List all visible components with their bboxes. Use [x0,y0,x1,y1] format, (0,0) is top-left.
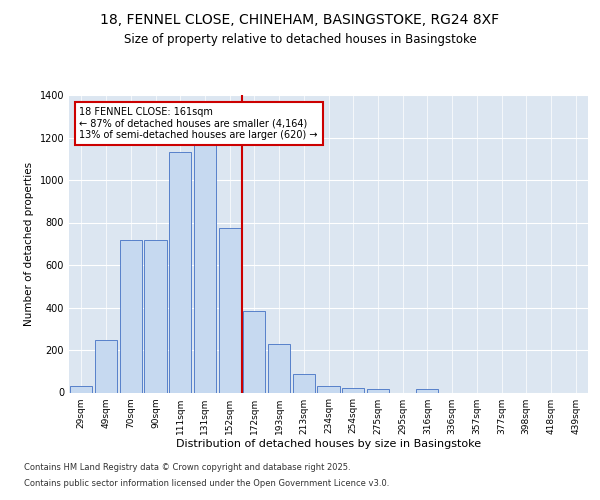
X-axis label: Distribution of detached houses by size in Basingstoke: Distribution of detached houses by size … [176,440,481,450]
Bar [95,340,117,392]
Bar [268,344,290,392]
Bar [70,386,92,392]
Bar [367,390,389,392]
Text: 18, FENNEL CLOSE, CHINEHAM, BASINGSTOKE, RG24 8XF: 18, FENNEL CLOSE, CHINEHAM, BASINGSTOKE,… [100,12,500,26]
Text: Contains public sector information licensed under the Open Government Licence v3: Contains public sector information licen… [24,478,389,488]
Bar [218,228,241,392]
Text: Size of property relative to detached houses in Basingstoke: Size of property relative to detached ho… [124,32,476,46]
Bar [342,388,364,392]
Bar [317,386,340,392]
Bar [145,240,167,392]
Text: Contains HM Land Registry data © Crown copyright and database right 2025.: Contains HM Land Registry data © Crown c… [24,464,350,472]
Bar [169,152,191,392]
Bar [416,390,439,392]
Text: 18 FENNEL CLOSE: 161sqm
← 87% of detached houses are smaller (4,164)
13% of semi: 18 FENNEL CLOSE: 161sqm ← 87% of detache… [79,107,318,140]
Bar [243,310,265,392]
Bar [194,108,216,393]
Bar [119,240,142,392]
Bar [293,374,315,392]
Y-axis label: Number of detached properties: Number of detached properties [24,162,34,326]
